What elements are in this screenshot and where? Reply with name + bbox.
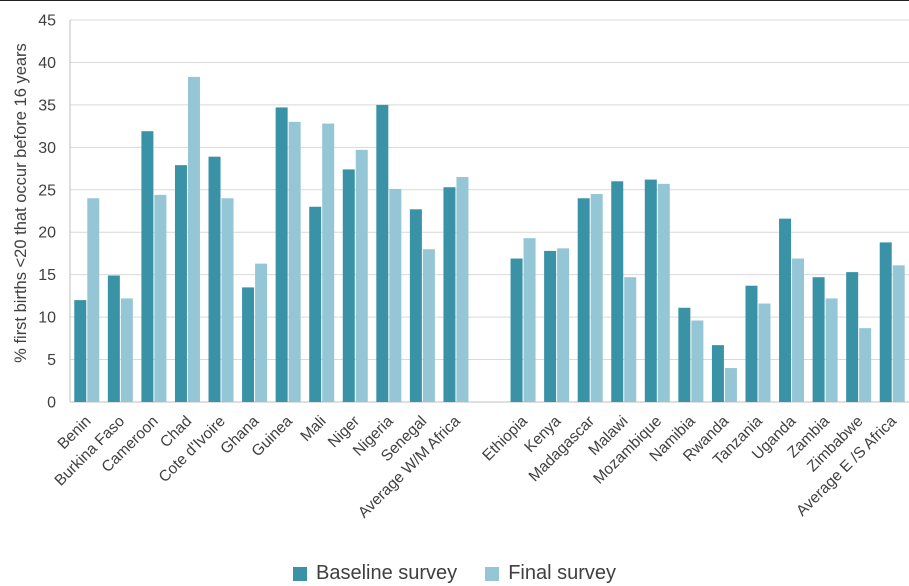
bar-baseline-burkina-faso <box>107 275 120 402</box>
bar-baseline-malawi <box>611 181 624 402</box>
y-tick-label: 5 <box>47 352 56 369</box>
bar-final-tanzania <box>758 303 771 402</box>
bar-baseline-zimbabwe <box>846 272 859 402</box>
legend-item-final: Final survey <box>485 562 616 585</box>
bar-baseline-nigeria <box>376 104 389 402</box>
bar-final-uganda <box>792 258 805 402</box>
bar-baseline-average-e-s-africa <box>879 242 892 402</box>
legend-swatch-baseline <box>293 566 307 581</box>
bar-final-kenya <box>557 248 570 402</box>
legend-label-baseline: Baseline survey <box>316 562 458 584</box>
bar-baseline-senegal <box>409 209 422 402</box>
bar-final-namibia <box>691 320 704 402</box>
bar-final-burkina-faso <box>120 298 133 402</box>
bar-final-cote-d-ivoire <box>221 198 234 402</box>
bar-final-rwanda <box>724 368 737 402</box>
bars <box>74 76 905 403</box>
top-border <box>0 0 909 1</box>
bar-baseline-guinea <box>275 107 288 403</box>
bar-final-ghana <box>255 263 268 402</box>
bar-final-mali <box>322 123 335 402</box>
y-axis-ticks: 0 5 10 15 20 25 30 35 40 45 <box>38 13 56 412</box>
bar-final-guinea <box>288 121 301 402</box>
y-tick-label: 25 <box>38 182 56 199</box>
bar-final-benin <box>87 198 100 402</box>
bar-baseline-mali <box>309 206 322 402</box>
bar-baseline-niger <box>342 169 355 402</box>
bar-final-cameroon <box>154 194 167 402</box>
bar-baseline-cameroon <box>141 131 154 402</box>
y-tick-label: 30 <box>38 140 56 157</box>
bar-final-ethiopia <box>523 238 536 402</box>
bar-final-nigeria <box>389 188 402 402</box>
bar-baseline-average-w-m-africa <box>443 187 456 402</box>
bar-final-malawi <box>624 277 637 402</box>
bar-baseline-cote-d-ivoire <box>208 156 221 402</box>
bar-final-average-e-s-africa <box>892 265 905 402</box>
bar-final-senegal <box>422 249 435 402</box>
bar-final-chad <box>187 76 200 403</box>
bar-baseline-rwanda <box>711 345 724 402</box>
bar-baseline-tanzania <box>745 285 758 402</box>
y-tick-label: 0 <box>47 395 56 412</box>
legend: Baseline survey Final survey <box>0 562 909 585</box>
bar-baseline-benin <box>74 300 87 402</box>
y-axis-label: % first births <20 that occur before 16 … <box>12 43 30 363</box>
bar-final-average-w-m-africa <box>456 177 469 402</box>
bar-final-zimbabwe <box>859 328 872 402</box>
legend-label-final: Final survey <box>508 562 616 584</box>
bar-final-madagascar <box>590 194 603 402</box>
bar-baseline-chad <box>174 165 187 402</box>
y-tick-label: 10 <box>38 310 56 327</box>
bar-baseline-kenya <box>544 250 557 402</box>
x-tick-label: Ethiopia <box>479 413 531 465</box>
bar-baseline-namibia <box>678 307 691 402</box>
bar-baseline-uganda <box>779 218 792 402</box>
y-tick-label: 40 <box>38 55 56 72</box>
bar-baseline-mozambique <box>644 179 657 402</box>
bar-baseline-madagascar <box>577 198 590 402</box>
y-tick-label: 20 <box>38 225 56 242</box>
bar-baseline-ethiopia <box>510 258 523 402</box>
bar-baseline-ghana <box>242 287 255 402</box>
legend-swatch-final <box>485 566 500 581</box>
legend-item-baseline: Baseline survey <box>293 562 457 585</box>
y-tick-label: 45 <box>38 13 56 30</box>
bar-final-mozambique <box>657 183 670 402</box>
y-tick-label: 15 <box>38 267 56 284</box>
bar-baseline-zambia <box>812 277 825 402</box>
bar-final-zambia <box>825 298 838 402</box>
bar-final-niger <box>355 149 368 402</box>
y-tick-label: 35 <box>38 97 56 114</box>
